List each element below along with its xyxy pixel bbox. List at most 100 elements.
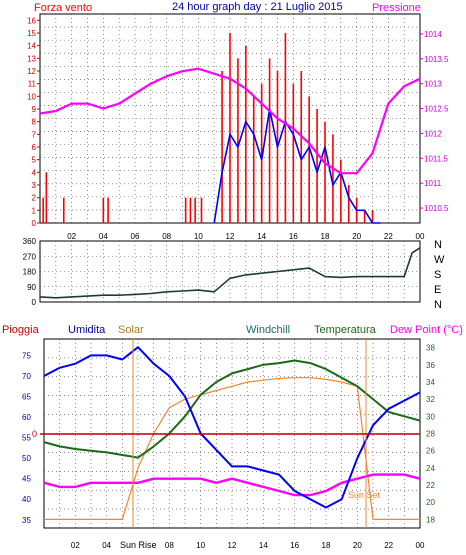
- wind-tick-label: 12: [27, 67, 36, 76]
- wind-x-tick-label: 08: [162, 232, 171, 241]
- weather-x-tick-label: 16: [290, 541, 299, 550]
- compass-s-label: S: [434, 269, 441, 281]
- wind-x-tick-label: 00: [416, 232, 425, 241]
- pressure-header: Pressione: [372, 2, 421, 14]
- weather-right-tick-label: 28: [426, 430, 435, 439]
- wind-tick-label: 1: [32, 206, 37, 215]
- weather-x-axis: 02 04 08 10 12 14 16 18 20 22 00: [71, 541, 425, 550]
- weather-left-tick-label: 60: [22, 413, 31, 422]
- dewpoint-line: [43, 473, 421, 497]
- pressure-tick-label: 1012: [424, 129, 442, 138]
- direction-tick-label: 0: [32, 298, 37, 307]
- wind-tick-label: 13: [27, 54, 36, 63]
- wind-tick-label: 7: [32, 130, 37, 139]
- direction-tick-label: 270: [23, 252, 37, 261]
- weather-left-tick-label: 65: [22, 393, 31, 402]
- wind-tick-label: 15: [27, 29, 36, 38]
- wind-tick-label: 14: [27, 42, 36, 51]
- direction-tick-label: 90: [27, 283, 36, 292]
- weather-left-tick-label: 55: [22, 434, 31, 443]
- direction-series: [39, 247, 421, 299]
- weather-x-tick-label: 18: [322, 541, 331, 550]
- weather-x-tick-label: 00: [416, 541, 425, 550]
- weather-series: [43, 346, 421, 521]
- humidity-line: [43, 346, 421, 509]
- direction-grid: [40, 241, 420, 302]
- pressure-tick-label: 1011.5: [424, 154, 448, 163]
- wind-tick-label: 3: [32, 181, 37, 190]
- wind-x-tick-label: 20: [352, 232, 361, 241]
- pressure-tick-label: 1011: [424, 179, 442, 188]
- wind-tick-label: 6: [32, 143, 37, 152]
- compass-w-label: W: [434, 254, 445, 266]
- weather-right-tick-label: 38: [426, 344, 435, 353]
- weather-right-tick-label: 26: [426, 447, 435, 456]
- wind-tick-label: 16: [27, 16, 36, 25]
- weather-left-tick-label: 70: [22, 372, 31, 381]
- wind-series: [39, 33, 421, 224]
- weather-left-tick-label: 75: [22, 351, 31, 360]
- weather-x-tick-label: 10: [196, 541, 205, 550]
- wind-tick-label: 8: [32, 118, 37, 127]
- pressure-tick-label: 1013: [424, 80, 442, 89]
- wind-tick-label: 4: [32, 168, 37, 177]
- sunrise-label: Sun Rise: [120, 540, 157, 550]
- dewpoint-header: Dew Point (°C): [390, 324, 463, 336]
- weather-x-tick-label: 22: [384, 541, 393, 550]
- rain-zero-label: 0: [32, 429, 37, 439]
- pressure-tick-label: 1010.5: [424, 204, 449, 213]
- rain-header: Pioggia: [2, 324, 40, 336]
- weather-right-tick-label: 34: [426, 378, 435, 387]
- weather-x-tick-label: 20: [353, 541, 362, 550]
- chart-title: 24 hour graph day : 21 Luglio 2015: [172, 1, 343, 13]
- wind-average-line: [213, 108, 381, 224]
- temperature-line: [43, 359, 421, 459]
- wind-x-axis: 02 04 06 08 10 12 14 16 18 20 22 00: [67, 232, 425, 241]
- wind-x-tick-label: 04: [99, 232, 108, 241]
- pressure-line: [39, 67, 421, 175]
- weather-right-tick-label: 18: [426, 515, 435, 524]
- pressure-tick-label: 1013.5: [424, 55, 449, 64]
- weather-left-tick-label: 40: [22, 495, 31, 504]
- wind-force-header: Forza vento: [34, 2, 92, 14]
- direction-left-axis: 0 90 180 270 360: [23, 237, 37, 307]
- compass-e-label: E: [434, 284, 441, 296]
- wind-x-tick-label: 10: [194, 232, 203, 241]
- direction-tick-label: 360: [23, 237, 37, 246]
- pressure-right-axis: 1010.5 1011 1011.5 1012 1012.5 1013 1013.5 1014: [420, 30, 449, 213]
- weather-right-axis: 18 20 22 24 26 28 30 32 34 36 38: [426, 344, 435, 525]
- wind-x-tick-label: 12: [226, 232, 235, 241]
- weather-left-tick-label: 45: [22, 475, 31, 484]
- weather-left-axis: 35 40 45 50 55 60 65 70 75: [22, 351, 31, 524]
- weather-x-tick-label: 12: [228, 541, 237, 550]
- windchill-header: Windchill: [246, 324, 290, 336]
- humidity-header: Umidita: [68, 324, 106, 336]
- wind-x-tick-label: 06: [131, 232, 140, 241]
- wind-tick-label: 0: [32, 219, 37, 228]
- weather-right-tick-label: 20: [426, 498, 435, 507]
- wind-x-tick-label: 02: [67, 232, 76, 241]
- compass-n-label: N: [434, 299, 442, 311]
- wind-tick-label: 9: [32, 105, 37, 114]
- weather-right-tick-label: 30: [426, 412, 435, 421]
- wind-tick-label: 5: [32, 156, 37, 165]
- wind-x-tick-label: 14: [257, 232, 266, 241]
- weather-left-tick-label: 35: [22, 516, 31, 525]
- wind-x-tick-label: 18: [321, 232, 330, 241]
- wind-tick-label: 2: [32, 194, 37, 203]
- weather-x-tick-label: 08: [165, 541, 174, 550]
- compass-n-label: N: [434, 239, 442, 251]
- weather-right-tick-label: 24: [426, 464, 435, 473]
- weather-right-tick-label: 22: [426, 481, 435, 490]
- sunset-label: Sun Set: [348, 490, 381, 500]
- pressure-tick-label: 1014: [424, 30, 442, 39]
- wind-tick-label: 11: [28, 80, 37, 89]
- weather-x-tick-label: 14: [259, 541, 268, 550]
- pressure-tick-label: 1012.5: [424, 105, 449, 114]
- wind-x-tick-label: 22: [384, 232, 393, 241]
- weather-x-tick-label: 02: [71, 541, 80, 550]
- solar-header: Solar: [118, 324, 144, 336]
